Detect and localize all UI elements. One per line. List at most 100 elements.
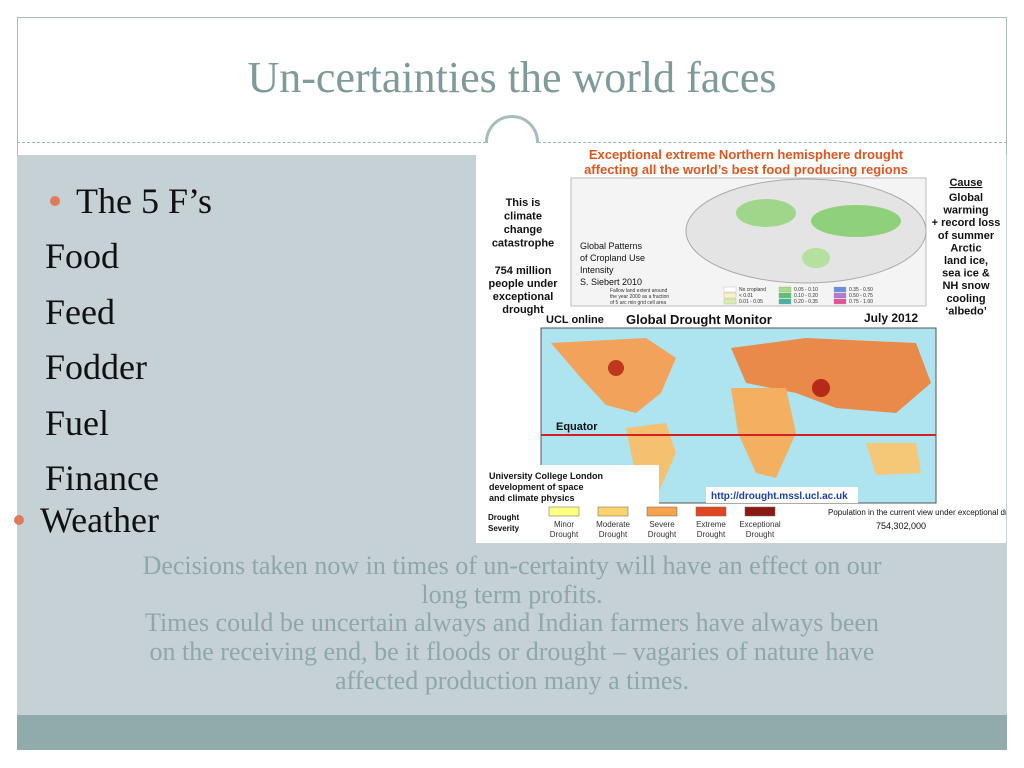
figure-text: http://drought.mssl.ucl.ac.uk (711, 491, 848, 502)
figure-text: Population in the current view under exc… (828, 508, 1006, 517)
crop-region (736, 199, 796, 227)
severity-swatch (744, 506, 776, 517)
figure-text: + record loss (932, 217, 1001, 229)
land-eurasia (731, 338, 931, 413)
figure-text: exceptional (493, 291, 554, 303)
paragraph-line: Decisions taken now in times of un-certa… (142, 551, 882, 580)
figure-text: development of space (489, 482, 584, 492)
figure-text: Drought (746, 530, 775, 539)
bullet-text: The 5 F’s (76, 181, 213, 221)
figure-text: Exceptional extreme Northern hemisphere … (589, 147, 904, 162)
figure-text: 0.10 - 0.20 (794, 293, 818, 299)
figure-text: < 0.01 (739, 293, 753, 299)
figure-text: University College London (489, 471, 603, 481)
figure-text: Extreme (696, 520, 726, 529)
figure-text: Global (949, 192, 983, 204)
url-box (706, 487, 858, 503)
paragraph-line: on the receiving end, be it floods or dr… (149, 637, 875, 667)
figure-text: drought (502, 304, 544, 316)
legend-swatch (723, 298, 737, 305)
ucl-box (484, 465, 659, 505)
figure-text: Arctic (950, 242, 981, 254)
drought-hotspot (812, 379, 830, 397)
figure-text: NH snow (942, 280, 990, 292)
figure-text: warming (942, 205, 988, 217)
figure-text: Drought (599, 530, 628, 539)
figure-text: Drought (697, 530, 726, 539)
figure-text: Global Patterns (580, 241, 643, 251)
list-item: Finance (45, 458, 159, 498)
drought-figure: Exceptional extreme Northern hemisphere … (476, 143, 1006, 543)
figure-text: Drought (550, 530, 579, 539)
bullet-dot (14, 515, 24, 525)
figure-text: people under (488, 278, 558, 290)
footer-band (17, 715, 1007, 750)
legend-swatch (833, 292, 847, 299)
crop-region (811, 205, 901, 237)
figure-text: 0.75 - 1.00 (849, 299, 873, 305)
figure-text: and climate physics (489, 493, 575, 503)
bullet-dot (50, 196, 60, 206)
figure-text: of Cropland Use (580, 253, 645, 263)
figure-text: 0.20 - 0.35 (794, 299, 818, 305)
severity-swatch (597, 506, 629, 517)
figure-text: of 5 arc min grid cell area (610, 300, 666, 306)
figure-text: cooling (946, 293, 985, 305)
paragraph-line: Times could be uncertain always and Indi… (144, 608, 880, 638)
figure-text: Minor (554, 520, 574, 529)
figure-text: 0.01 - 0.05 (739, 299, 763, 305)
figure-text: S. Siebert 2010 (580, 277, 642, 287)
figure-text: sea ice & (942, 268, 990, 280)
severity-swatch (695, 506, 727, 517)
legend-swatch (778, 286, 792, 293)
land-africa (731, 388, 796, 478)
figure-text: Cause (949, 177, 982, 189)
figure-text: affecting all the world’s best food prod… (584, 162, 908, 177)
legend-swatch (778, 298, 792, 305)
paragraph-line: affected production many a times. (334, 665, 689, 695)
severity-swatch (646, 506, 678, 517)
figure-text: the year 2000 as a fraction (610, 294, 669, 300)
figure-text: Severity (488, 524, 520, 533)
figure-text: UCL online (546, 314, 604, 326)
figure-text: Intensity (580, 265, 614, 275)
drought-hotspot (608, 360, 624, 376)
legend-swatch (723, 286, 737, 293)
list-item: Fodder (45, 347, 147, 387)
list-item: Feed (45, 291, 115, 332)
severity-swatch (548, 506, 580, 517)
paragraph-line: long term profits. (421, 579, 603, 609)
figure-text: No cropland (739, 287, 766, 293)
figure-text: 0.35 - 0.50 (849, 287, 873, 293)
legend-swatch (723, 292, 737, 299)
figure-text: climate (504, 211, 542, 223)
figure-text: Exceptional (739, 520, 781, 529)
figure-text: Global Drought Monitor (626, 312, 772, 327)
figure-text: Equator (556, 421, 598, 433)
figure-text: This is (506, 197, 541, 209)
legend-swatch (778, 292, 792, 299)
legend-swatch (833, 298, 847, 305)
list-item: Fuel (45, 402, 110, 443)
figure-text: 0.05 - 0.10 (794, 287, 818, 293)
land-australia (866, 443, 921, 475)
figure-text: of summer (938, 230, 995, 242)
list-item: Food (45, 236, 120, 276)
figure-text: 0.50 - 0.75 (849, 293, 873, 299)
figure-text: Fallow land extent around (610, 288, 667, 294)
figure-text: 754 million (495, 265, 552, 277)
figure-text: 754,302,000 (876, 521, 926, 531)
figure-text: July 2012 (864, 311, 918, 325)
figure-text: Drought (488, 513, 519, 522)
figure-text: Moderate (596, 520, 630, 529)
legend-swatch (833, 286, 847, 293)
crop-region (802, 248, 830, 268)
figure-text: ‘albedo’ (945, 305, 987, 317)
figure-text: Drought (648, 530, 677, 539)
figure-text: catastrophe (492, 238, 554, 250)
figure-text: land ice, (944, 255, 988, 267)
figure-text: Severe (649, 520, 675, 529)
title: Un-certainties the world faces (247, 53, 777, 102)
figure-text: change (504, 224, 543, 236)
